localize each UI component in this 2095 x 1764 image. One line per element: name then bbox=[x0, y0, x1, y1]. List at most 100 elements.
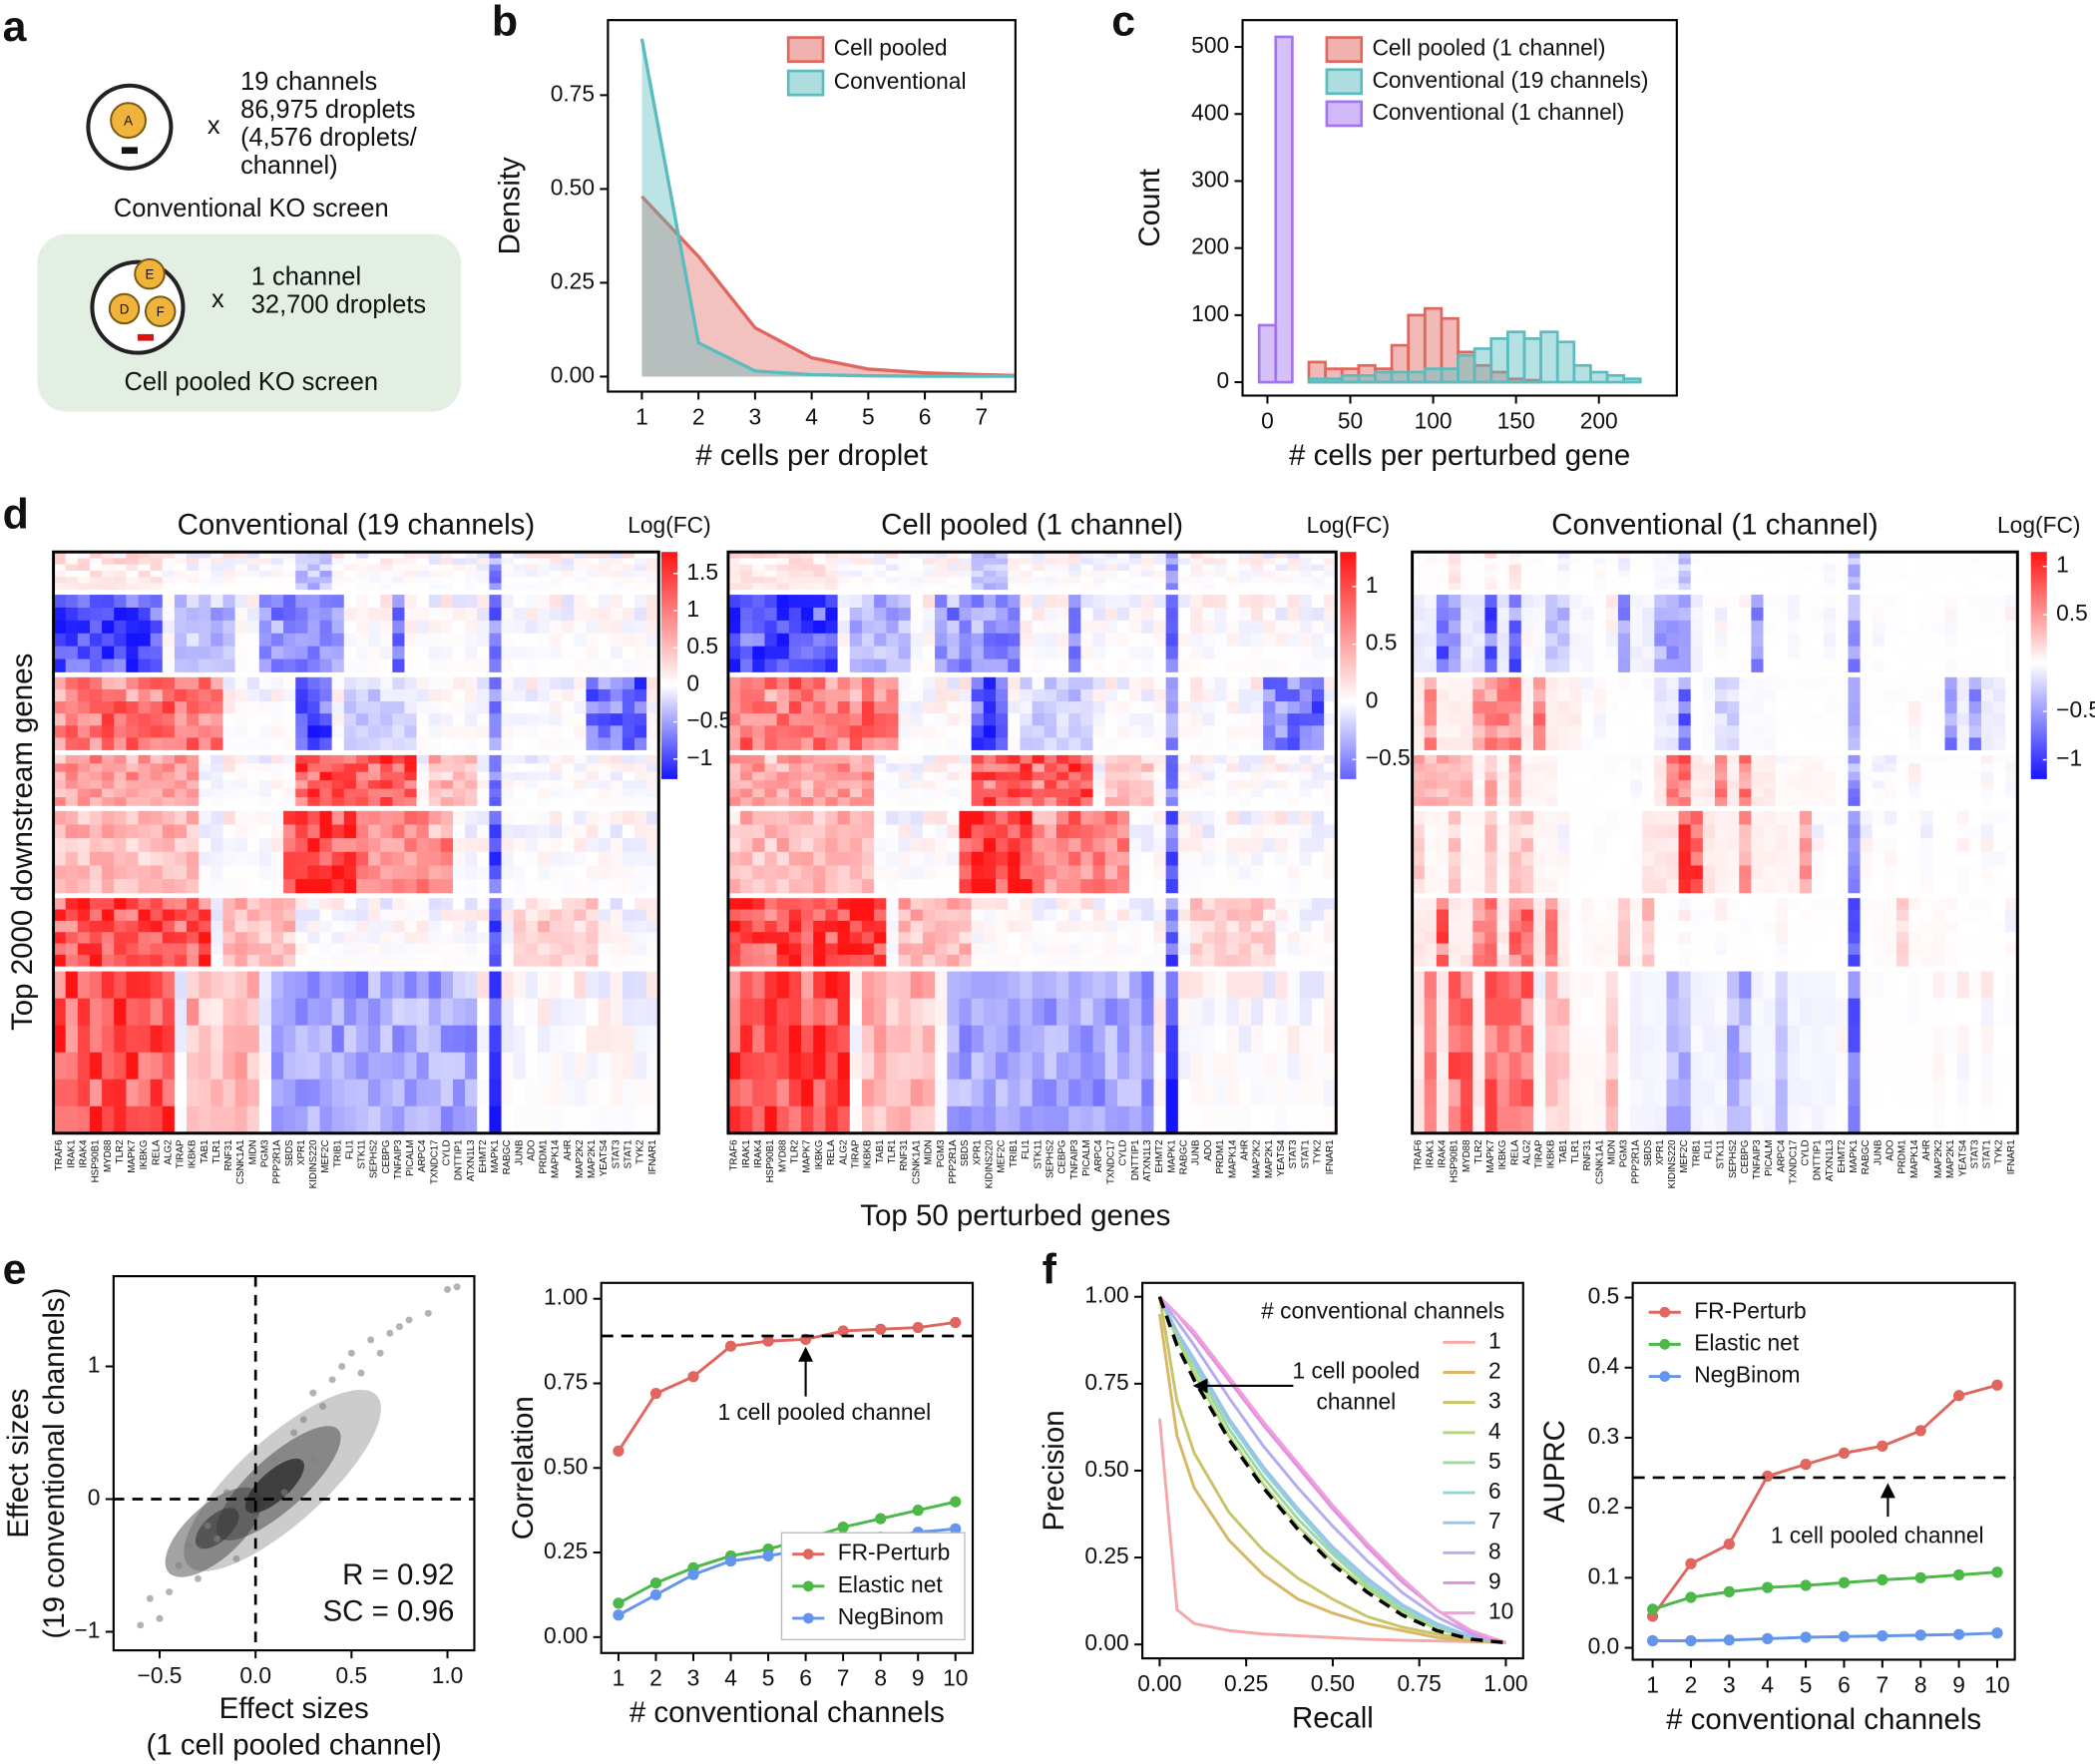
heatmap-cell bbox=[1533, 595, 1546, 608]
heatmap-cell bbox=[1569, 577, 1582, 584]
heatmap-cell bbox=[332, 608, 345, 621]
heatmap-cell bbox=[259, 797, 272, 806]
heatmap-cell bbox=[1239, 898, 1252, 910]
heatmap-cell bbox=[54, 595, 67, 608]
heatmap-cell bbox=[838, 780, 851, 789]
heatmap-cell bbox=[526, 660, 539, 672]
heatmap-cell bbox=[611, 955, 624, 967]
heatmap-cell bbox=[825, 811, 838, 825]
heatmap-cell bbox=[728, 737, 741, 750]
heatmap-cell bbox=[1932, 583, 1945, 590]
heatmap-cell bbox=[574, 852, 587, 866]
heatmap-cell bbox=[1153, 1026, 1166, 1053]
y-tick-label: 300 bbox=[1191, 166, 1229, 192]
heatmap-cell bbox=[623, 583, 635, 590]
heatmap-cell bbox=[1312, 647, 1325, 660]
heatmap-cell bbox=[1056, 944, 1069, 956]
heatmap-cell bbox=[102, 865, 115, 879]
heatmap-cell bbox=[984, 999, 997, 1026]
heatmap-cell bbox=[368, 811, 381, 825]
heatmap-cell bbox=[210, 999, 223, 1026]
heatmap-cell bbox=[139, 608, 152, 621]
heatmap-cell bbox=[801, 608, 814, 621]
heatmap-cell bbox=[777, 789, 790, 798]
heatmap-cell bbox=[850, 972, 863, 999]
heatmap-cell bbox=[1056, 634, 1069, 647]
heatmap-cell bbox=[1263, 634, 1276, 647]
heatmap-cell bbox=[151, 811, 164, 825]
heatmap-cell bbox=[1239, 583, 1252, 590]
heatmap-cell bbox=[259, 595, 272, 608]
heatmap-cell bbox=[538, 811, 551, 825]
heatmap-cell bbox=[1288, 595, 1301, 608]
heatmap-cell bbox=[728, 660, 741, 672]
heatmap-cell bbox=[825, 772, 838, 781]
heatmap-cell bbox=[368, 879, 381, 893]
heatmap-cell bbox=[126, 713, 139, 726]
heatmap-cell bbox=[923, 921, 936, 933]
heatmap-cell bbox=[1141, 898, 1154, 910]
heatmap-cell bbox=[453, 677, 466, 690]
heatmap-cell bbox=[1227, 595, 1240, 608]
heatmap-cell bbox=[574, 583, 587, 590]
heatmap-cell bbox=[453, 558, 466, 565]
heatmap-cell bbox=[1166, 910, 1179, 922]
heatmap-cell bbox=[972, 852, 985, 866]
heatmap-cell bbox=[247, 879, 260, 893]
heatmap-cell bbox=[886, 755, 899, 764]
gene-label: IFNAR1 bbox=[1325, 1139, 1336, 1174]
heatmap-cell bbox=[611, 558, 624, 565]
histogram-bar bbox=[1359, 375, 1376, 382]
heatmap-cell bbox=[259, 944, 272, 956]
heatmap-cell bbox=[102, 811, 115, 825]
heatmap-cell bbox=[163, 999, 176, 1026]
heatmap-cell bbox=[489, 763, 502, 772]
heatmap-cell bbox=[1117, 838, 1130, 852]
heatmap-cell bbox=[1582, 577, 1595, 584]
heatmap-cell bbox=[1896, 583, 1909, 590]
heatmap-cell bbox=[126, 583, 139, 590]
heatmap-cell bbox=[1093, 1106, 1106, 1133]
heatmap-cell bbox=[417, 647, 430, 660]
heatmap-cell bbox=[1239, 1106, 1252, 1133]
heatmap-cell bbox=[1190, 647, 1203, 660]
heatmap-cell bbox=[1190, 811, 1203, 825]
heatmap-cell bbox=[1582, 660, 1595, 672]
heatmap-cell bbox=[1045, 772, 1057, 781]
histogram-bar bbox=[1624, 379, 1641, 382]
heatmap-cell bbox=[1202, 955, 1215, 967]
heatmap-cell bbox=[417, 621, 430, 634]
heatmap-cell bbox=[199, 772, 211, 781]
heatmap-cell bbox=[429, 621, 442, 634]
heatmap-cell bbox=[417, 865, 430, 879]
heatmap-cell bbox=[1239, 780, 1252, 789]
heatmap-cell bbox=[1739, 577, 1752, 584]
heatmap-cell bbox=[1239, 755, 1252, 764]
heatmap-cell bbox=[1033, 879, 1046, 893]
heatmap-cell bbox=[307, 583, 320, 590]
heatmap-cell bbox=[959, 955, 972, 967]
heatmap-cell bbox=[465, 737, 478, 750]
heatmap-cell bbox=[777, 558, 790, 565]
heatmap-cell bbox=[1227, 780, 1240, 789]
heatmap-cell bbox=[740, 1053, 753, 1080]
heatmap-cell bbox=[1324, 1053, 1337, 1080]
heatmap-cell bbox=[187, 838, 200, 852]
heatmap-cell bbox=[187, 944, 200, 956]
heatmap-cell bbox=[344, 595, 357, 608]
heatmap-cell bbox=[380, 772, 393, 781]
heatmap-cell bbox=[1080, 621, 1093, 634]
heatmap-cell bbox=[1045, 647, 1057, 660]
heatmap-cell bbox=[538, 713, 551, 726]
heatmap-cell bbox=[114, 1080, 127, 1106]
heatmap-cell bbox=[295, 565, 308, 572]
heatmap-cell bbox=[586, 621, 599, 634]
heatmap-cell bbox=[825, 571, 838, 578]
heatmap-cell bbox=[1166, 677, 1179, 690]
heatmap-cell bbox=[740, 865, 753, 879]
heatmap-cell bbox=[972, 725, 985, 738]
heatmap-cell bbox=[801, 689, 814, 702]
heatmap-cell bbox=[1129, 677, 1142, 690]
heatmap-cell bbox=[1594, 660, 1607, 672]
heatmap-cell bbox=[935, 932, 948, 944]
